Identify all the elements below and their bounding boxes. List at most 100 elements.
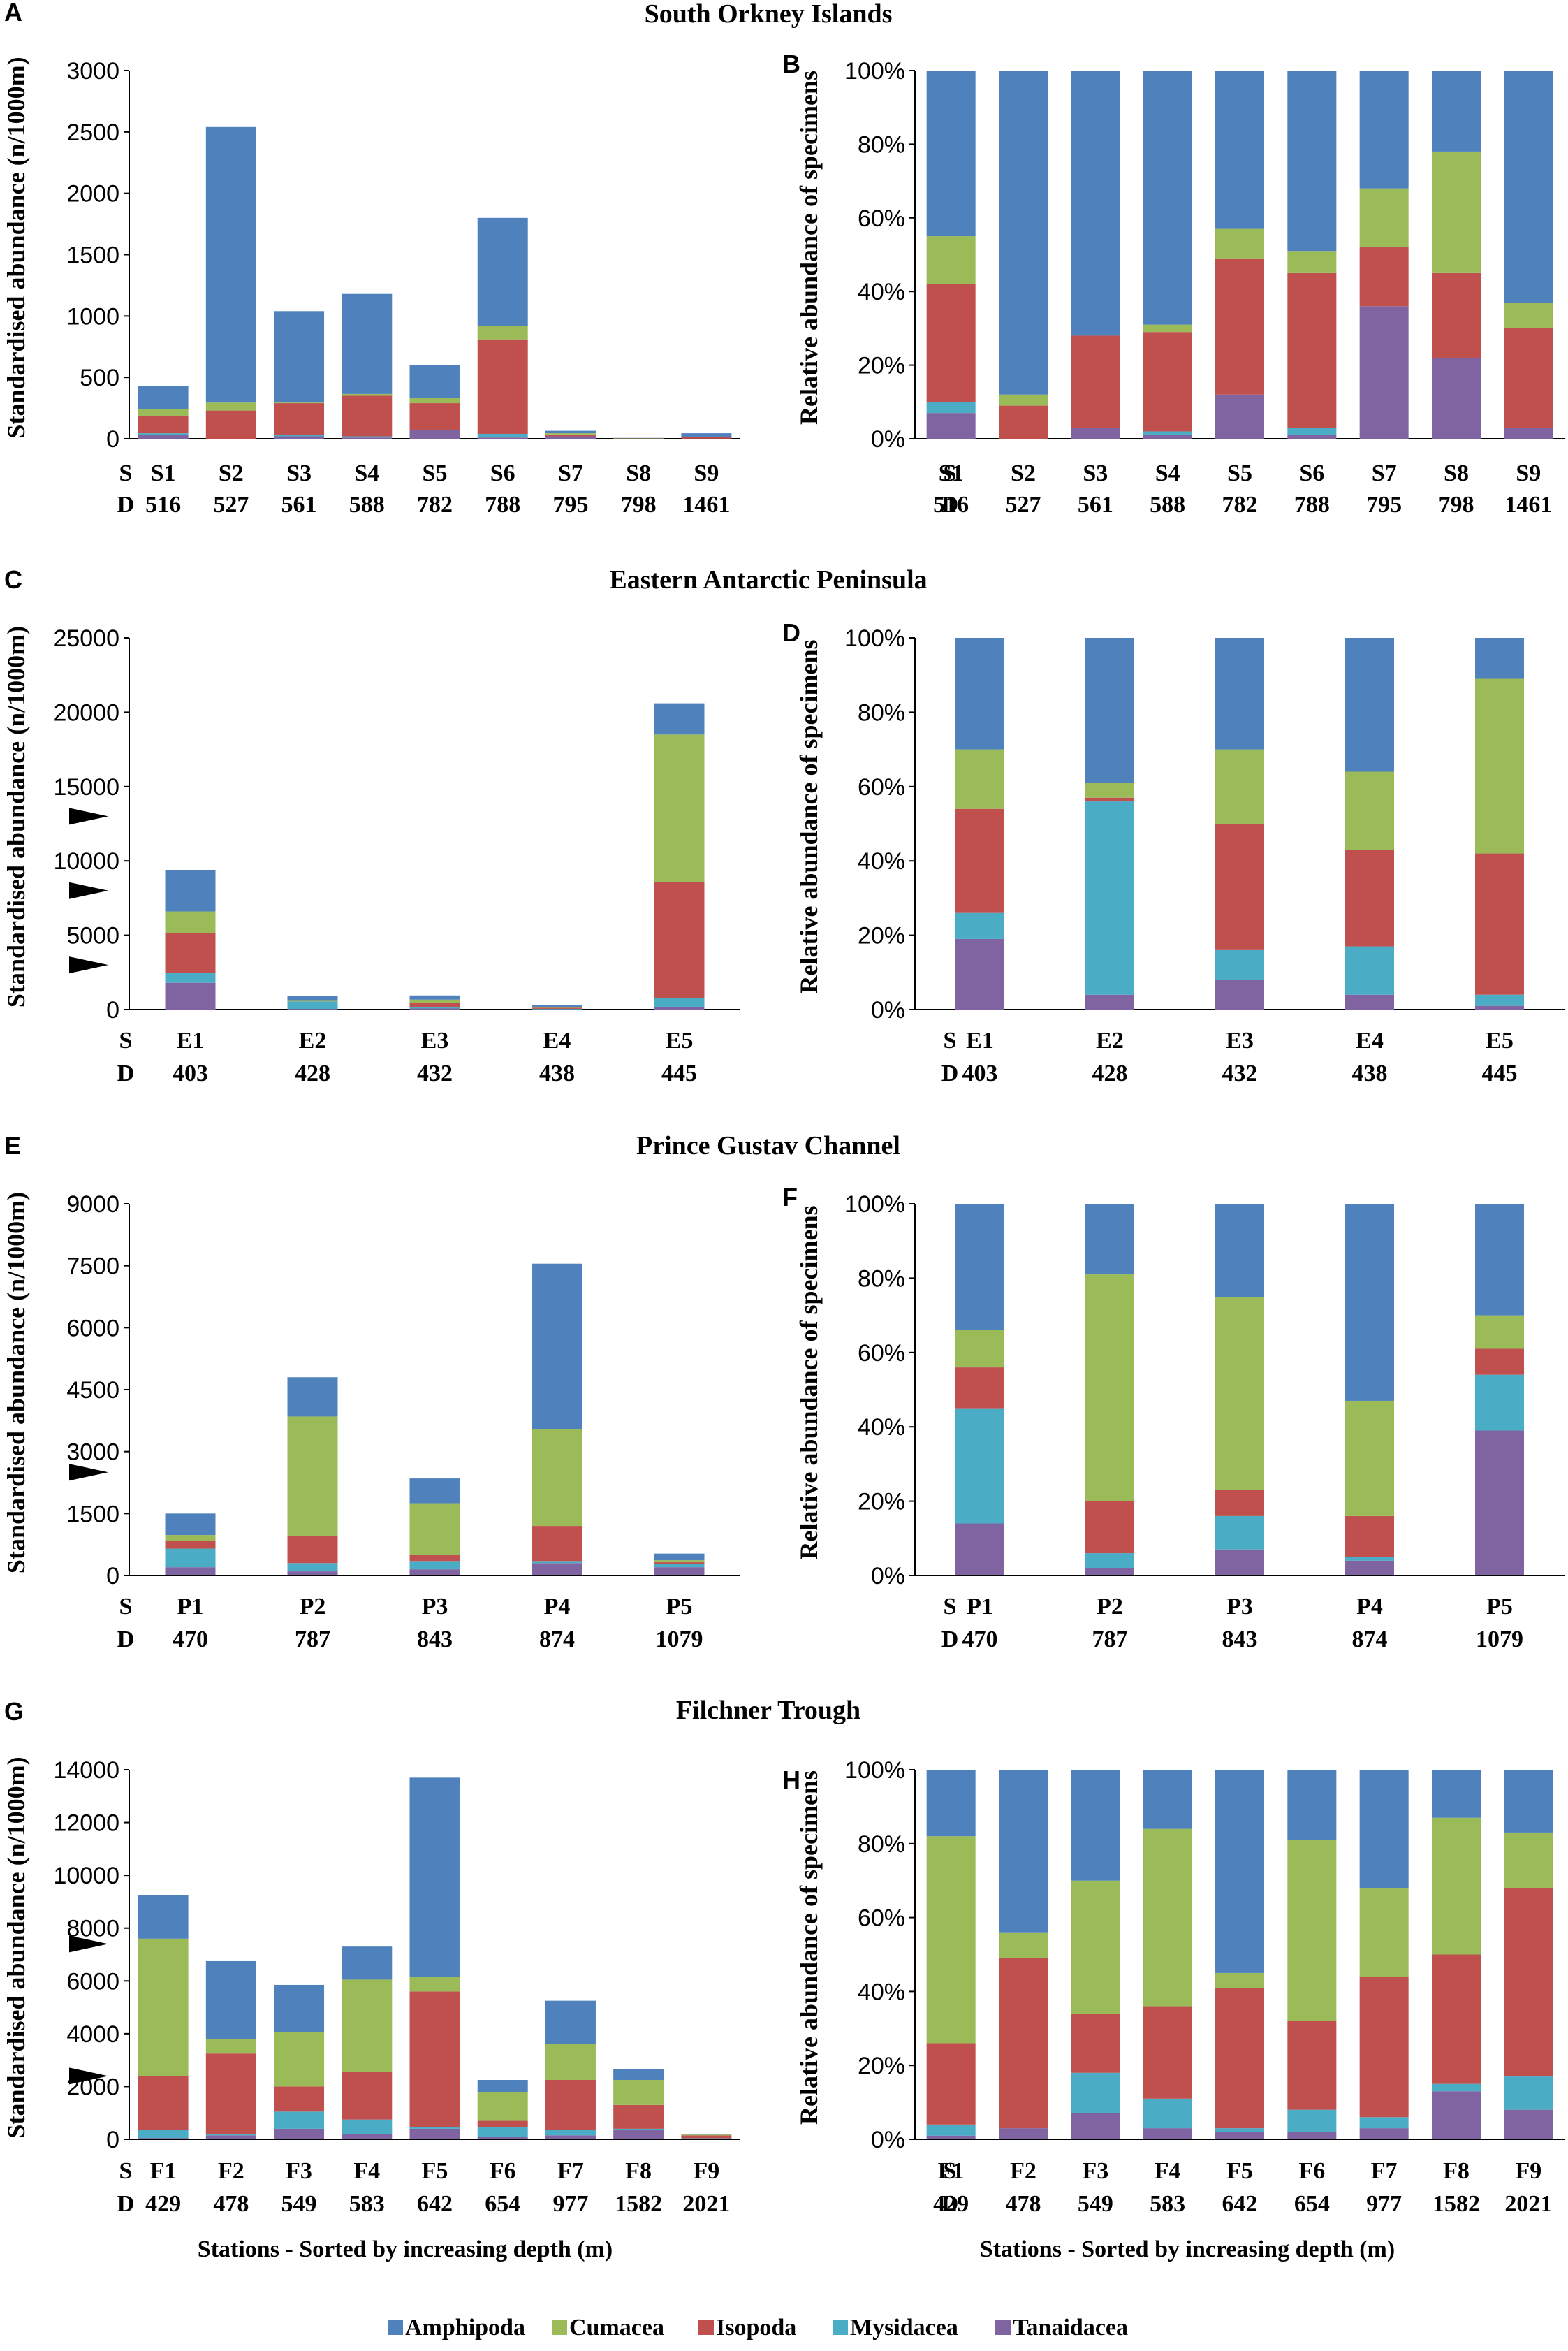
bar-f5-tanaidacea [409,2128,460,2139]
x-tick-label-depth: 478 [213,2191,249,2217]
x-tick-label-depth: 795 [552,492,588,518]
bar-p5-amphipoda [654,1553,705,1561]
bar-e3-mysidacea [1215,949,1264,980]
bar-p1-cumacea [955,1330,1004,1368]
y-tick-label: 6000 [66,1968,119,1995]
x-tick-label-depth: 2021 [1504,2191,1552,2217]
bar-f2-mysidacea [205,2134,256,2136]
y-axis-title: Standardised abundance (n/1000m) [2,1192,30,1573]
x-tick-label-depth: 1461 [1504,492,1552,518]
x-tick-label-station: S6 [490,460,515,486]
bar-f4-tanaidacea [1143,2128,1192,2139]
x-tick-label-station: E1 [177,1028,205,1054]
scale-break-arrow-icon [69,882,108,899]
bar-f3-cumacea [274,2032,325,2087]
x-tick-label-depth: 654 [1294,2191,1330,2217]
bar-p1-mysidacea [955,1408,1004,1524]
bar-f9-mysidacea [1504,2076,1553,2110]
x-tick-label-depth: 432 [417,1061,453,1086]
bar-f7-amphipoda [545,2000,596,2044]
bar-f4-mysidacea [1143,2098,1192,2129]
x-tick-label-depth: 561 [1078,492,1113,518]
bar-e3-amphipoda [409,995,460,1000]
row-label-d: D [117,2191,135,2217]
bar-f4-isopoda [342,2072,393,2120]
x-tick-label-depth: 843 [417,1626,453,1652]
bar-s4-amphipoda [1143,71,1192,325]
bar-p4-isopoda [1345,1515,1394,1557]
bar-s4-isopoda [1143,332,1192,432]
bar-f3-isopoda [1071,2014,1120,2073]
bar-s5-tanaidacea [409,430,460,439]
bar-e5-cumacea [654,734,705,882]
y-axis-title: Relative abundance of specimens [795,640,823,994]
bar-s9-amphipoda [681,433,732,437]
bar-p3-isopoda [1215,1490,1264,1516]
y-tick-label: 0 [106,997,119,1024]
row-label-d: D [941,1061,959,1086]
x-tick-label-station: E5 [666,1028,694,1054]
y-axis-title: Standardised abundance (n/1000m) [2,1756,30,2138]
bar-s7-amphipoda [545,430,596,434]
panel-h: 0% 20% 40% 60% 80% 100% Relative abundance of … [795,1757,1565,2217]
bar-p2-cumacea [1085,1274,1134,1501]
bar-f3-amphipoda [1071,1770,1120,1881]
bar-f2-cumacea [999,1932,1048,1958]
x-tick-label-depth: 438 [539,1061,575,1086]
bar-f5-mysidacea [409,2127,460,2129]
bar-p1-isopoda [955,1367,1004,1409]
scale-break-arrow-icon [69,1464,108,1481]
scale-break-arrow-icon [69,1935,108,1953]
bar-e1-tanaidacea [165,982,216,1010]
bar-p4-tanaidacea [1345,1560,1394,1575]
bar-s1-amphipoda [138,386,189,409]
y-tick-label: 80% [858,1831,905,1858]
bar-e4-mysidacea [532,1008,582,1010]
bar-p4-amphipoda [1345,1204,1394,1401]
bar-s9-cumacea [1504,303,1553,328]
bar-p1-mysidacea [165,1548,216,1568]
bar-f7-isopoda [545,2079,596,2130]
x-tick-label-station: P5 [666,1594,693,1620]
bar-f3-cumacea [1071,1880,1120,2014]
bar-s1-mysidacea [926,402,976,414]
x-tick-label-depth: 478 [1006,2191,1041,2217]
x-tick-label-station: F8 [625,2158,652,2184]
x-tick-label-depth: 788 [1294,492,1330,518]
y-tick-label: 4000 [66,2021,119,2048]
bar-s5-tanaidacea [1215,394,1264,439]
bar-s1-isopoda [926,284,976,402]
panel-label-a: A [4,0,22,27]
bar-p3-amphipoda [1215,1204,1264,1297]
y-tick-label: 60% [858,205,905,232]
bar-f3-tanaidacea [274,2128,325,2139]
region-title-eastern-antarctic-peninsula: Eastern Antarctic Peninsula [609,565,927,595]
bar-s2-cumacea [999,394,1048,406]
bar-s4-amphipoda [342,293,393,394]
x-tick-label-station: S1 [939,460,964,486]
bar-f1-isopoda [926,2043,976,2125]
bar-s3-amphipoda [274,311,325,403]
x-tick-label-depth: 429 [933,2191,969,2217]
bar-e1-isopoda [955,808,1004,913]
bar-p2-isopoda [1085,1501,1134,1554]
bar-e4-amphipoda [532,1005,582,1007]
bar-p3-cumacea [409,1503,460,1555]
bar-f4-amphipoda [342,1946,393,1980]
bar-f4-isopoda [1143,2006,1192,2099]
x-tick-label-depth: 788 [485,492,520,518]
x-tick-label-depth: 549 [1078,2191,1113,2217]
x-tick-label-depth: 798 [1439,492,1474,518]
bar-f3-amphipoda [274,1984,325,2032]
y-tick-label: 80% [858,131,905,158]
y-tick-label: 60% [858,1905,905,1932]
x-tick-label-station: S1 [151,460,176,486]
bar-p5-mysidacea [1475,1374,1524,1431]
bar-f5-cumacea [1215,1972,1264,1988]
bar-s7-amphipoda [1359,71,1409,189]
bar-s6-tanaidacea [477,437,528,439]
legend-label-amphipoda: Amphipoda [405,2315,525,2341]
bar-e2-mysidacea [1085,801,1134,995]
x-tick-label-depth: 654 [485,2191,520,2217]
